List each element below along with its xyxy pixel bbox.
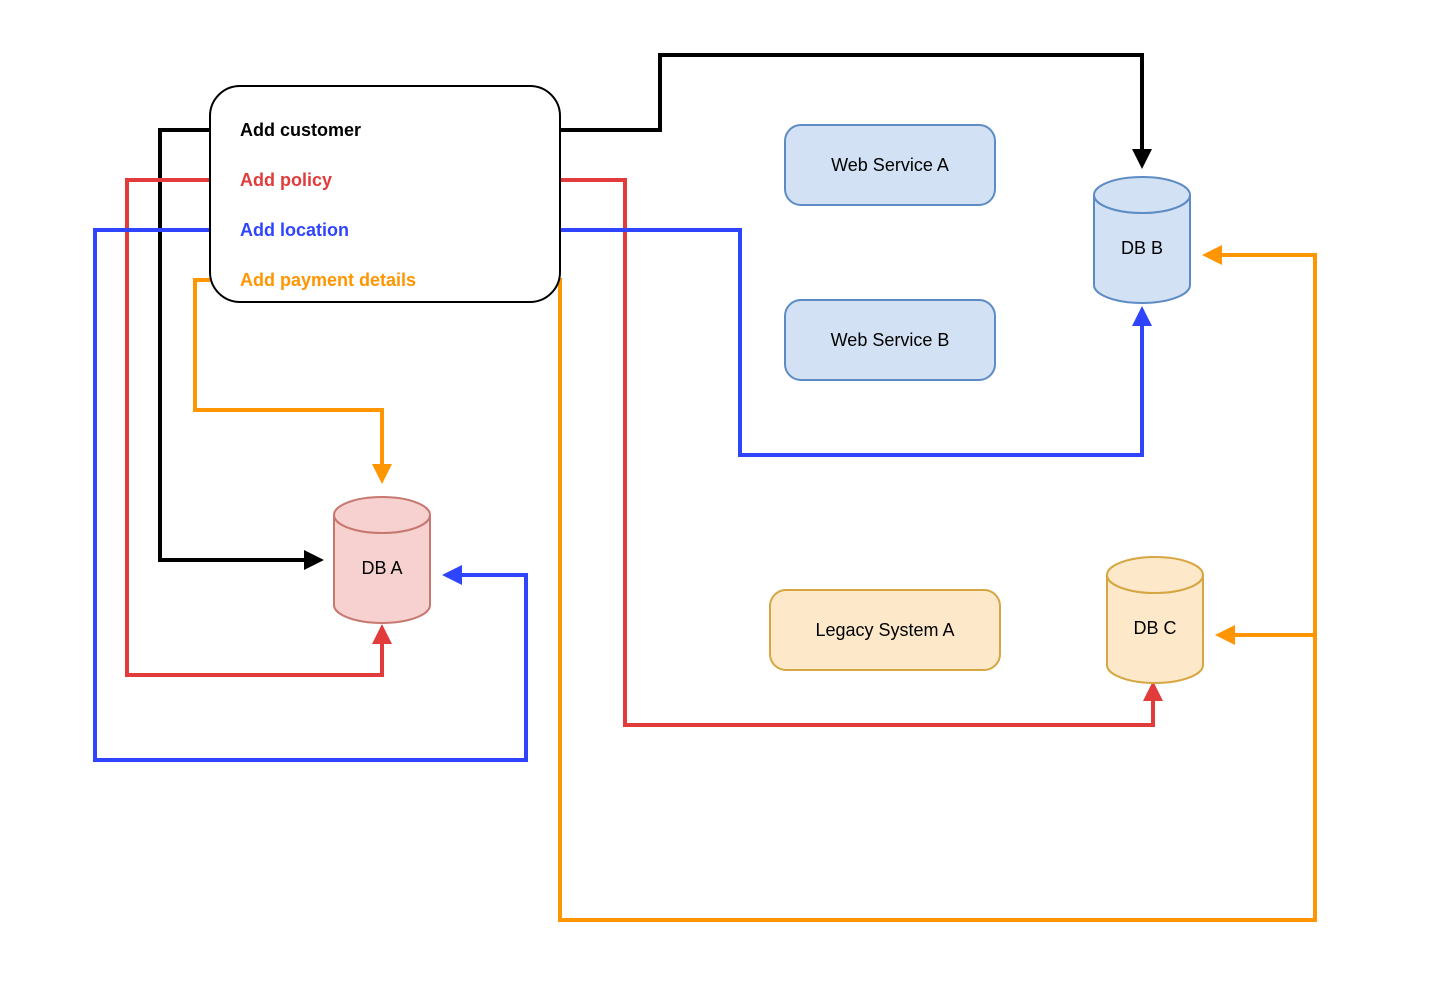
action-add-payment-label: Add payment details [240, 270, 416, 290]
db-c-label: DB C [1133, 618, 1176, 638]
edge-orange-left [195, 280, 382, 480]
legacy-a: Legacy System A [770, 590, 1000, 670]
db-b: DB B [1094, 177, 1190, 303]
db-a: DB A [334, 497, 430, 623]
legacy-a-label: Legacy System A [815, 620, 954, 640]
db-c: DB C [1107, 557, 1203, 683]
web-service-b: Web Service B [785, 300, 995, 380]
action-add-policy-label: Add policy [240, 170, 332, 190]
db-a-label: DB A [361, 558, 402, 578]
architecture-diagram: Add customer Add policy Add location Add pa… [0, 0, 1442, 1004]
web-service-b-label: Web Service B [831, 330, 950, 350]
edge-orange-db-b [1206, 255, 1315, 635]
action-add-customer-label: Add customer [240, 120, 361, 140]
web-service-a-label: Web Service A [831, 155, 949, 175]
web-service-a: Web Service A [785, 125, 995, 205]
action-add-location-label: Add location [240, 220, 349, 240]
db-b-label: DB B [1121, 238, 1163, 258]
